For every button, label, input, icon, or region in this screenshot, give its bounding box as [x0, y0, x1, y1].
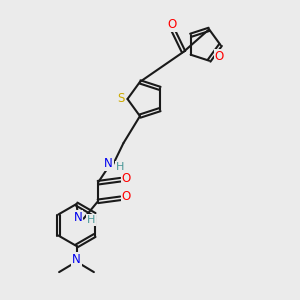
Text: H: H	[116, 162, 124, 172]
Text: N: N	[104, 157, 113, 170]
Text: O: O	[122, 172, 131, 185]
Text: H: H	[87, 215, 95, 225]
Text: S: S	[117, 92, 124, 106]
Text: O: O	[167, 18, 176, 31]
Text: O: O	[214, 50, 224, 62]
Text: N: N	[72, 253, 81, 266]
Text: N: N	[74, 211, 82, 224]
Text: O: O	[122, 190, 131, 203]
